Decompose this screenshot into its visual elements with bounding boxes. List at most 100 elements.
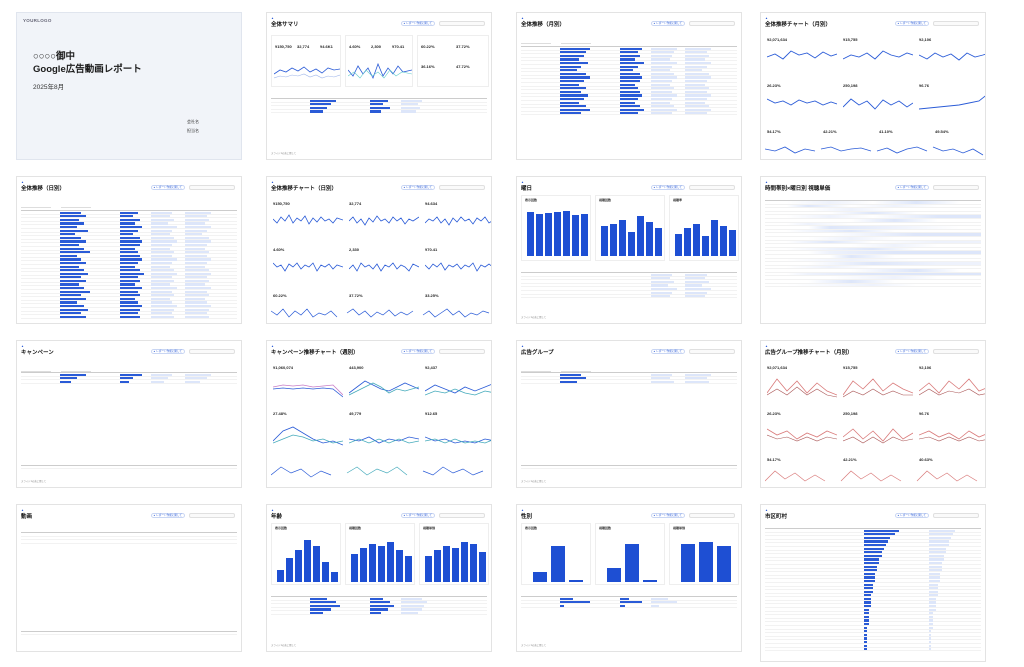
date-range-picker[interactable] <box>933 185 979 190</box>
date-range-picker[interactable] <box>689 185 735 190</box>
bar-chart-1 <box>533 546 583 582</box>
slide-title: 広告グループ <box>521 350 554 356</box>
slide-title: 全体推移（日別） <box>21 186 66 192</box>
date-range-picker[interactable] <box>689 21 735 26</box>
report-chip[interactable]: レポート作成に関して <box>894 185 929 190</box>
report-chip[interactable]: レポート作成に関して <box>650 21 685 26</box>
slide-video[interactable]: ▲ 動画 レポート作成に関して <box>16 504 242 652</box>
date-range-picker[interactable] <box>689 349 735 354</box>
line-chart-6 <box>425 436 491 444</box>
ga-icon: ▲ <box>21 180 24 184</box>
daily-table <box>21 205 237 319</box>
weekday-table <box>521 267 737 299</box>
date-range-picker[interactable] <box>689 513 735 518</box>
slide-summary[interactable]: ▲全体サマリレポート作成に関して ¥150,750 32,774 ¥4.6K1 … <box>266 12 492 160</box>
report-chip[interactable]: レポート作成に関して <box>400 185 435 190</box>
report-chip[interactable]: レポート作成に関して <box>150 185 185 190</box>
report-chip[interactable]: レポート作成に関して <box>894 513 929 518</box>
kpi-1: ¥1,060,074 <box>273 365 294 370</box>
report-chip[interactable]: レポート作成に関して <box>894 349 929 354</box>
panel-title: 表示回数 <box>525 198 538 202</box>
report-chip[interactable]: レポート作成に関して <box>150 349 185 354</box>
line-chart-7 <box>271 466 484 478</box>
slide-title: 動画 <box>21 514 33 520</box>
slide-adgroup-chart[interactable]: ▲ 広告グループ推移チャート（月別） レポート作成に関して ¥2,071,634 ¥… <box>760 340 986 488</box>
slide-monthly-table[interactable]: ▲ 全体推移（月別） レポート作成に関して <box>516 12 742 160</box>
date-range-picker[interactable] <box>933 513 979 518</box>
bar-chart-3 <box>681 542 731 582</box>
slide-weekday[interactable]: ▲ 曜日 レポート作成に関して 表示回数 視聴回数 視聴率 スライド1の表に関して <box>516 176 742 324</box>
report-chip[interactable]: レポート作成に関して <box>400 21 435 26</box>
campaign-total-row <box>21 465 237 469</box>
slide-adgroup[interactable]: ▲ 広告グループ レポート作成に関して スライド1の表に関して <box>516 340 742 488</box>
report-chip[interactable]: レポート作成に関して <box>400 513 435 518</box>
slide-monthly-chart[interactable]: ▲ 全体推移チャート（月別） レポート作成に関して ¥2,071,634 ¥15,7… <box>760 12 986 160</box>
slide-footer: スライド1の表に関して <box>521 480 547 483</box>
slide-age[interactable]: ▲ 年齢 レポート作成に関して 表示回数 視聴回数 視聴単価 スライド1の表に関して <box>266 504 492 652</box>
cover-slide[interactable]: YOURLOGO ○○○○御中 Google広告動画レポート 2025年8月 会… <box>16 12 242 160</box>
adgroup-table <box>521 367 737 384</box>
date-range-picker[interactable] <box>189 185 235 190</box>
report-chip[interactable]: レポート作成に関して <box>150 513 185 518</box>
kpi-10: 49.54% <box>935 129 949 134</box>
slide-title: 全体サマリ <box>271 22 299 28</box>
filter-bar[interactable] <box>521 359 737 372</box>
kpi-5: 250,198 <box>843 83 858 88</box>
kpi-9: 40.63% <box>919 457 933 462</box>
slide-gender[interactable]: ▲ 性別 レポート作成に関して 表示回数 視聴回数 視聴単価 スライド1の表に関して <box>516 504 742 652</box>
filter-bar[interactable] <box>21 195 237 208</box>
panel-title: 表示回数 <box>525 526 538 530</box>
report-chip[interactable]: レポート作成に関して <box>400 349 435 354</box>
kpi-2: ¥15,755 <box>843 365 858 370</box>
date-range-picker[interactable] <box>439 513 485 518</box>
kpi-1: ¥2,071,634 <box>767 365 788 370</box>
kpi-8: 42.21% <box>823 129 837 134</box>
slide-campaign[interactable]: ▲ キャンペーン レポート作成に関して スライド1の表に関して <box>16 340 242 488</box>
kpi-3: ¥2,106 <box>919 365 932 370</box>
line-chart-3 <box>919 378 985 396</box>
cover-client: ○○○○御中 <box>33 51 75 62</box>
filter-bar[interactable] <box>521 31 737 44</box>
line-chart-2 <box>843 378 913 398</box>
slide-footer: スライド1の表に関して <box>521 644 547 647</box>
date-range-picker[interactable] <box>439 21 485 26</box>
report-chip[interactable]: レポート作成に関して <box>650 185 685 190</box>
date-range-picker[interactable] <box>933 21 979 26</box>
line-chart-4 <box>767 428 837 442</box>
ga-icon: ▲ <box>21 508 24 512</box>
views-line-chart <box>348 62 412 80</box>
report-chip[interactable]: レポート作成に関して <box>650 349 685 354</box>
panel-title: 視聴単価 <box>423 526 436 530</box>
bar-chart-2 <box>607 544 657 582</box>
kpi-panel-2: 4.60% 2,300 ¥70.41 <box>345 35 413 87</box>
ga-icon: ▲ <box>21 344 24 348</box>
line-chart-7 <box>271 308 490 318</box>
report-chip[interactable]: レポート作成に関して <box>894 21 929 26</box>
slide-hour-weekday[interactable]: ▲ 時間帯別×曜日別 視聴単価 レポート作成に関して <box>760 176 986 324</box>
kpi-8: 37.72% <box>349 293 363 298</box>
slide-footer: スライド1の表に関して <box>521 316 547 319</box>
date-range-picker[interactable] <box>189 349 235 354</box>
report-chip[interactable]: レポート作成に関して <box>650 513 685 518</box>
ga-icon: ▲ <box>765 180 768 184</box>
date-range-picker[interactable] <box>439 185 485 190</box>
date-range-picker[interactable] <box>933 349 979 354</box>
slide-campaign-chart[interactable]: ▲ キャンペーン推移チャート（週別） レポート作成に関して ¥1,060,074 4… <box>266 340 492 488</box>
kpi-panel-3: 60.22% 37.72% 36.16% 47.72% <box>417 35 489 87</box>
slide-daily-table[interactable]: ▲ 全体推移（日別） レポート作成に関して <box>16 176 242 324</box>
date-range-picker[interactable] <box>439 349 485 354</box>
kpi-vtr-25: 60.22% <box>421 44 435 49</box>
kpi-vtr-75: 36.16% <box>421 64 435 69</box>
bar-chart-3 <box>425 542 486 582</box>
line-chart-1 <box>273 214 343 225</box>
slide-footer: スライド1の表に関して <box>271 152 297 155</box>
slide-municipality[interactable]: ▲ 市区町村 レポート作成に関して <box>760 504 986 662</box>
kpi-1: ¥150,750 <box>273 201 290 206</box>
slide-daily-chart[interactable]: ▲全体推移チャート（日別）レポート作成に関して ¥150,750 32,774 … <box>266 176 492 324</box>
filter-bar[interactable] <box>21 359 237 372</box>
kpi-9: 41.10% <box>879 129 893 134</box>
kpi-7: 60.22% <box>273 293 287 298</box>
line-chart-5 <box>843 428 913 444</box>
line-chart-1 <box>273 384 343 398</box>
date-range-picker[interactable] <box>189 513 235 518</box>
